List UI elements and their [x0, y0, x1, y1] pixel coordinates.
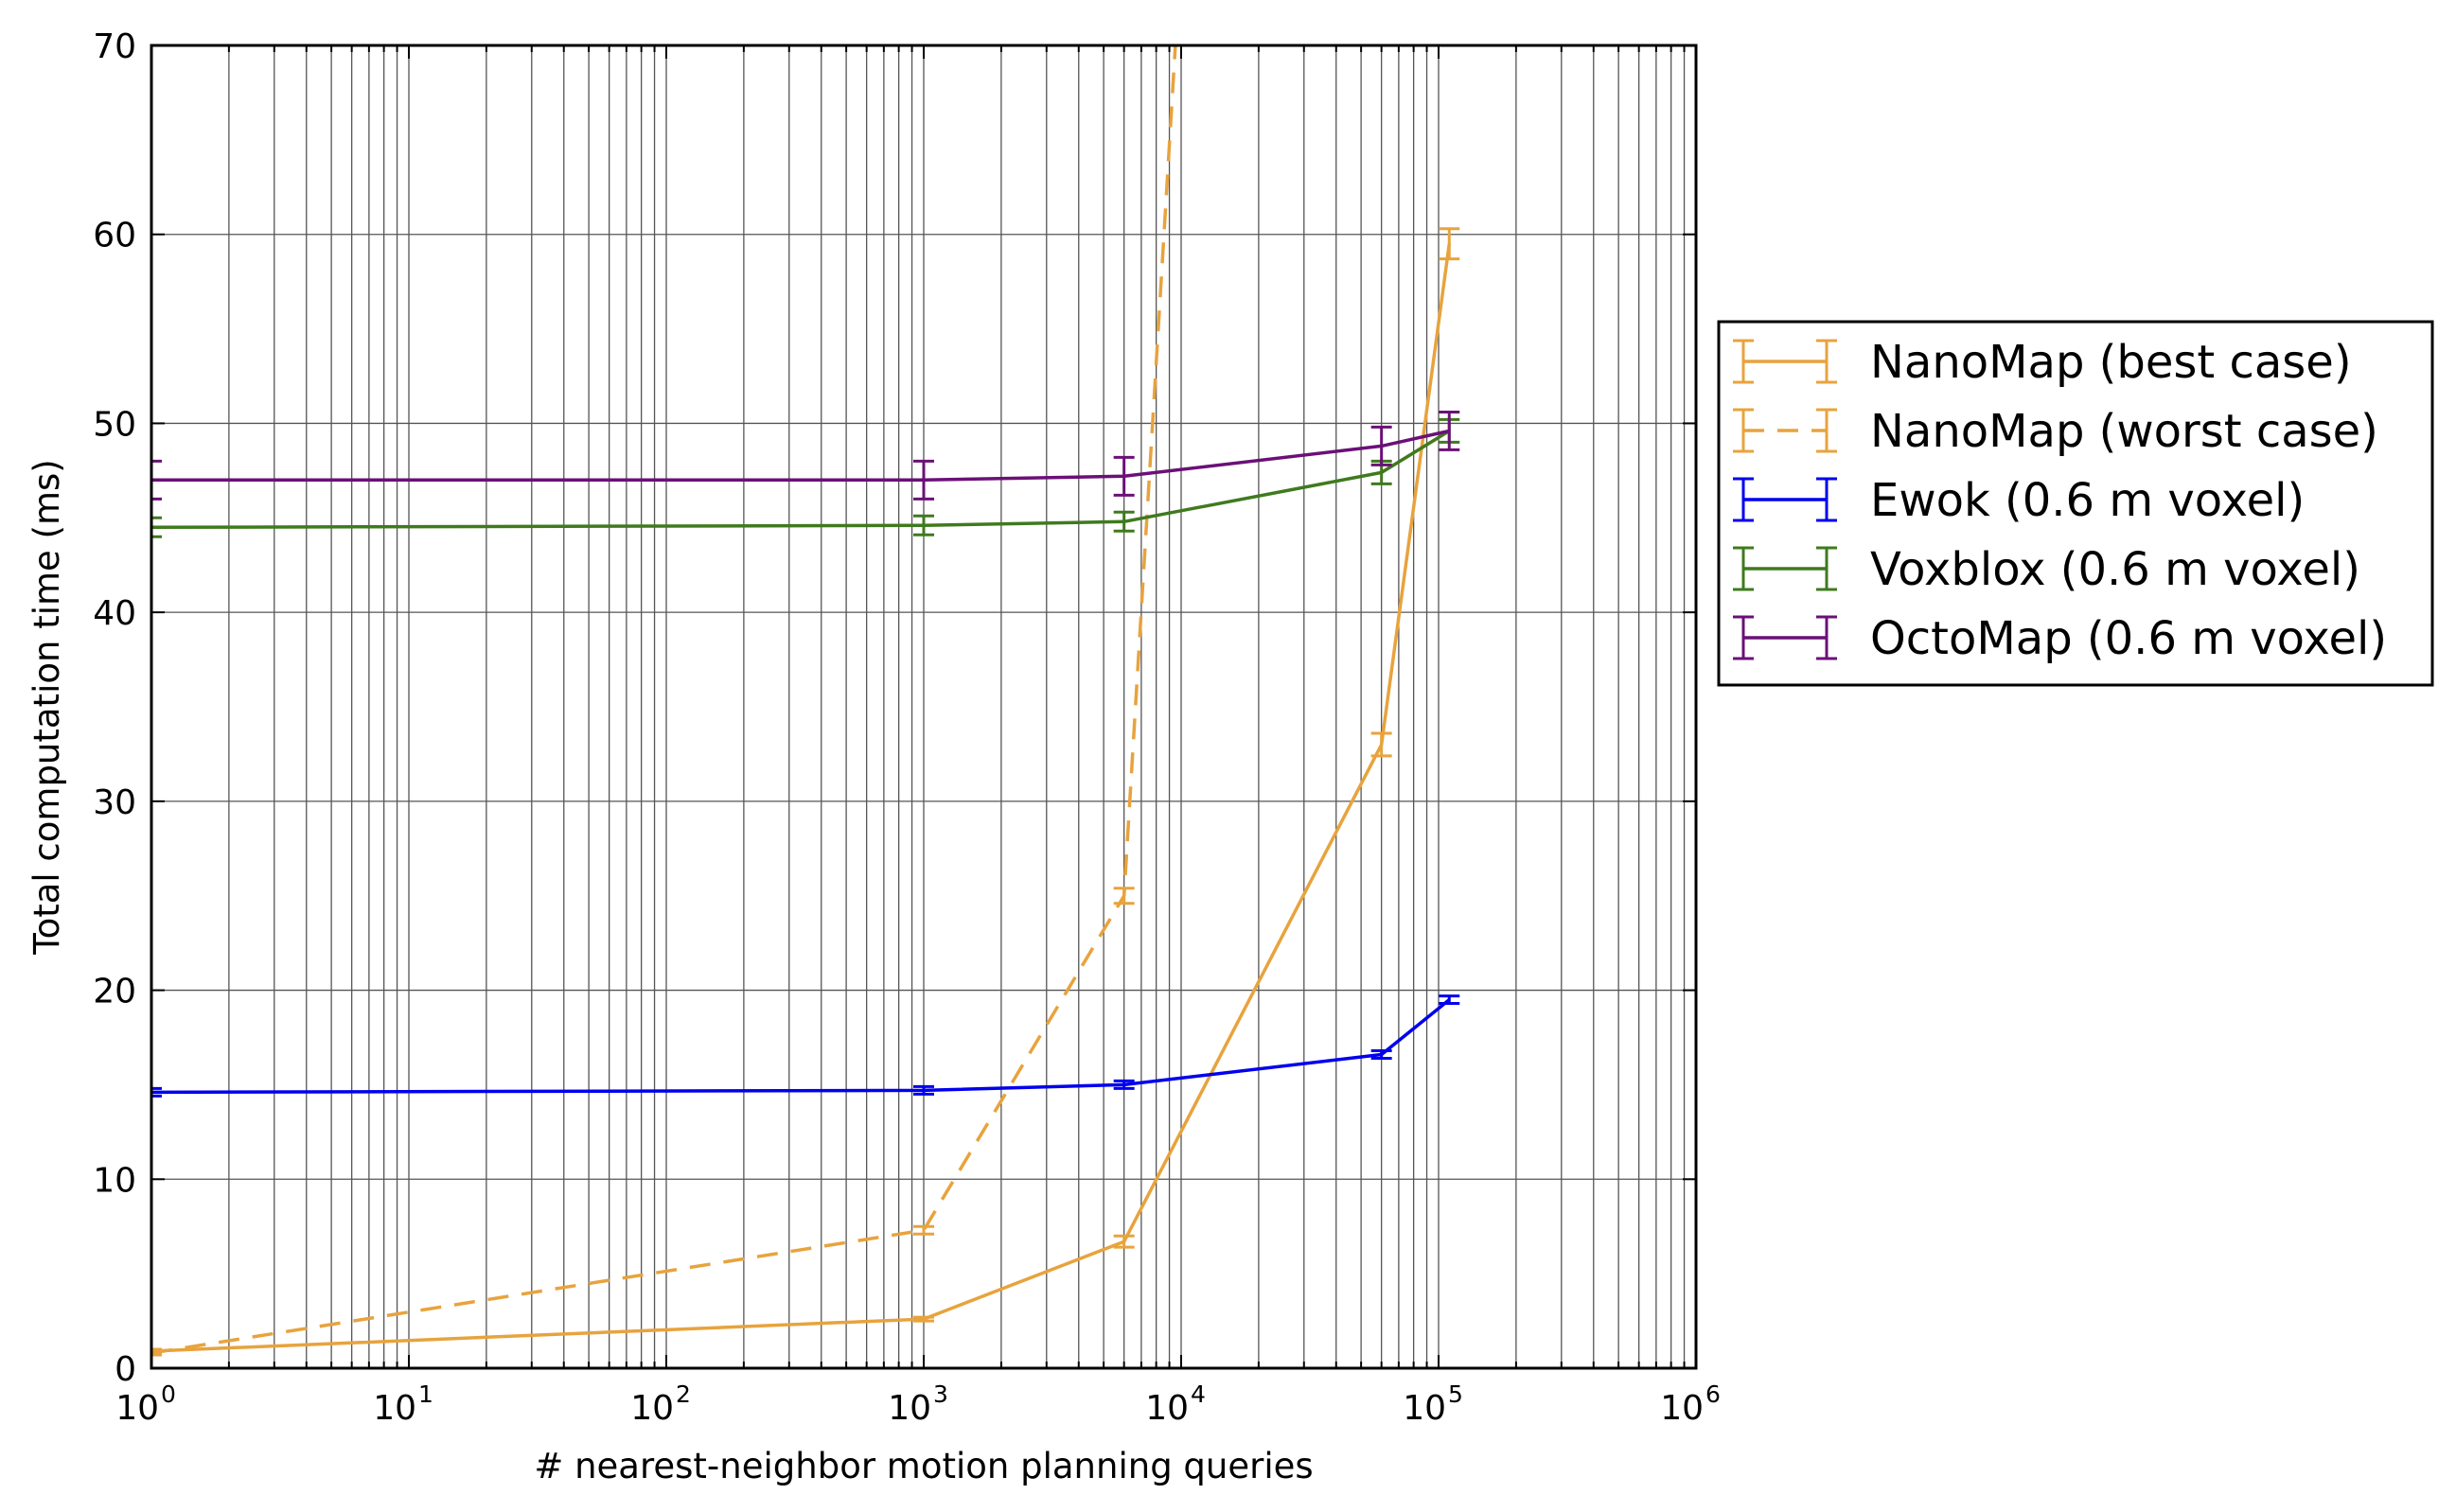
x-tick-base: 10: [888, 1389, 931, 1428]
series-3: [151, 417, 1460, 538]
x-tick-base: 10: [1403, 1389, 1446, 1428]
legend-item: NanoMap (best case): [1733, 336, 2352, 389]
series-line: [151, 429, 1450, 483]
x-tick-exponent: 4: [1191, 1380, 1206, 1408]
legend-item: OctoMap (0.6 m voxel): [1733, 612, 2387, 665]
x-tick-label: 10 2: [630, 1380, 691, 1428]
grid: [151, 45, 1696, 1368]
x-tick-label: 10 1: [373, 1380, 433, 1428]
x-tick-base: 10: [1660, 1389, 1704, 1428]
x-tick-base: 10: [373, 1389, 416, 1428]
legend-item: Voxblox (0.6 m voxel): [1733, 543, 2360, 596]
x-tick-label: 10 5: [1403, 1380, 1463, 1428]
y-tick-label: 20: [93, 973, 136, 1011]
series-1: [151, 45, 1177, 1357]
x-tick-label: 10 3: [888, 1380, 948, 1428]
x-tick-base: 10: [630, 1389, 674, 1428]
y-tick-label: 50: [93, 405, 136, 444]
x-tick-exponent: 2: [676, 1380, 691, 1408]
x-tick-base: 10: [1145, 1389, 1189, 1428]
legend: NanoMap (best case) NanoMap (worst case) E…: [1717, 320, 2434, 687]
x-tick-exponent: 6: [1705, 1380, 1721, 1408]
plot-series: [151, 45, 1460, 1357]
legend-label: NanoMap (worst case): [1870, 405, 2378, 458]
series-line: [151, 998, 1451, 1095]
x-tick-label: 10 6: [1660, 1380, 1721, 1428]
y-tick-label: 40: [93, 594, 136, 633]
legend-label: Voxblox (0.6 m voxel): [1870, 543, 2360, 596]
series-0: [151, 227, 1460, 1355]
x-axis-label: # nearest-neighbor motion planning queri…: [534, 1446, 1313, 1486]
x-tick-exponent: 3: [933, 1380, 948, 1408]
series-line: [151, 45, 1177, 1355]
y-tick-label: 30: [93, 783, 136, 822]
legend-label: NanoMap (best case): [1870, 336, 2352, 389]
x-tick-label: 10 0: [115, 1380, 176, 1428]
series-4: [151, 410, 1460, 501]
y-tick-label: 60: [93, 217, 136, 255]
legend-label: OctoMap (0.6 m voxel): [1870, 612, 2387, 665]
series-2: [151, 994, 1460, 1098]
series-line: [151, 243, 1452, 1353]
legend-label: Ewok (0.6 m voxel): [1870, 474, 2305, 527]
legend-frame: [1717, 320, 2434, 687]
y-tick-label: 70: [93, 27, 136, 66]
x-tick-exponent: 5: [1448, 1380, 1463, 1408]
y-tick-label: 0: [115, 1350, 136, 1389]
x-tick-exponent: 0: [161, 1380, 176, 1408]
y-tick-label: 10: [93, 1161, 136, 1200]
x-tick-base: 10: [115, 1389, 159, 1428]
x-tick-exponent: 1: [418, 1380, 433, 1408]
y-axis-label: Total computation time (ms): [27, 459, 67, 956]
legend-item: NanoMap (worst case): [1733, 405, 2378, 458]
legend-item: Ewok (0.6 m voxel): [1733, 474, 2305, 527]
x-tick-label: 10 4: [1145, 1380, 1206, 1428]
